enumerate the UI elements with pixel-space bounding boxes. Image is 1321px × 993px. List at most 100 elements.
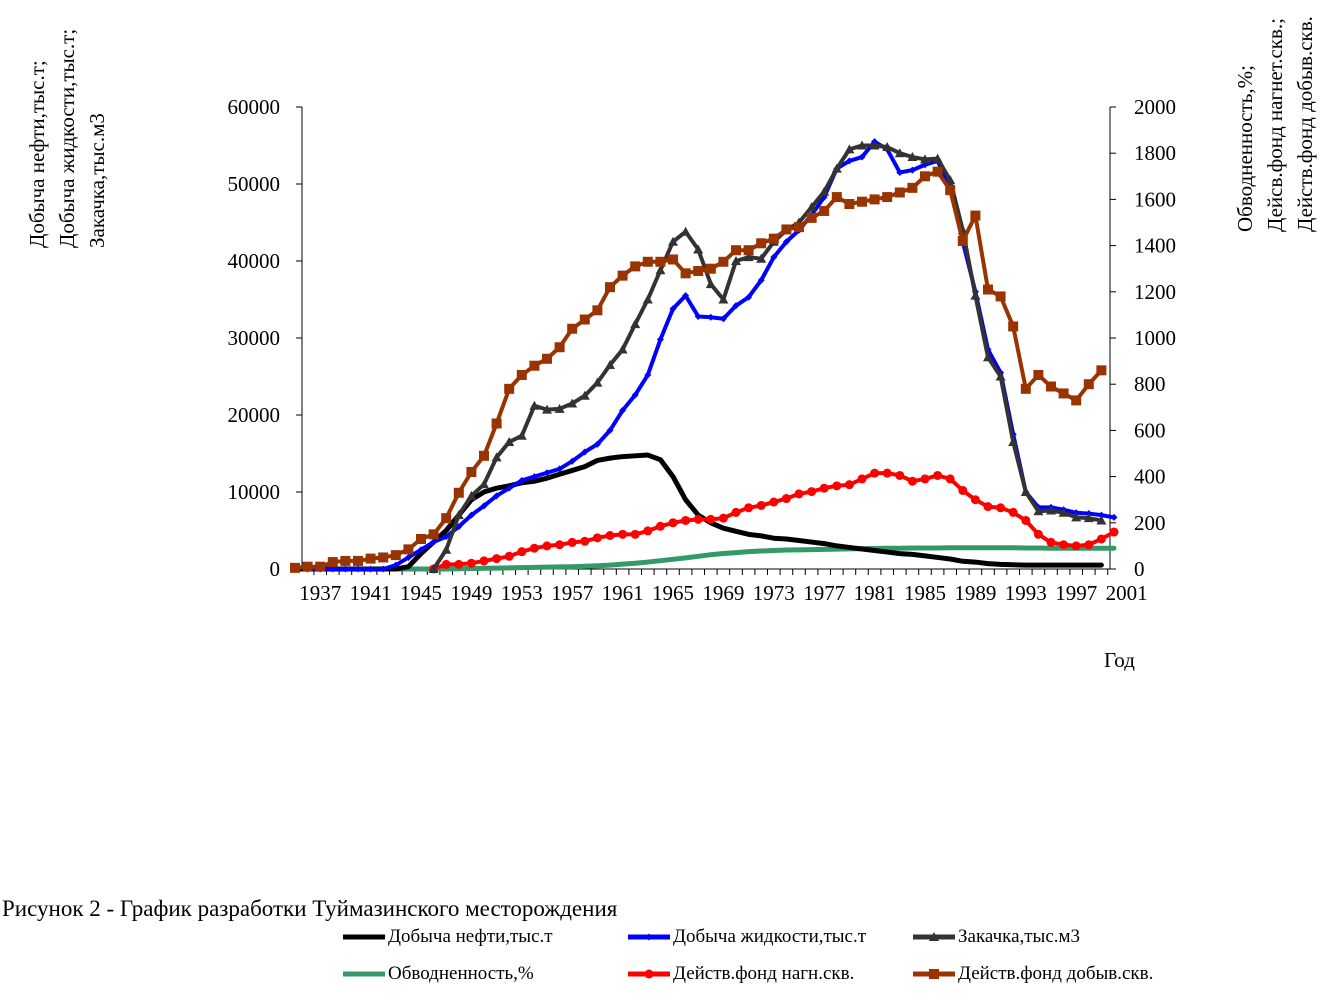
data-point bbox=[529, 543, 539, 553]
data-point bbox=[1083, 513, 1094, 523]
data-point bbox=[718, 294, 729, 304]
data-point bbox=[543, 469, 551, 477]
data-point bbox=[996, 503, 1006, 513]
y-tick-label-right: 800 bbox=[1134, 372, 1166, 396]
data-point bbox=[542, 404, 552, 414]
x-tick-label: 1953 bbox=[501, 581, 543, 605]
data-point bbox=[1109, 527, 1119, 537]
x-tick-label: 1945 bbox=[400, 581, 442, 605]
data-point bbox=[743, 252, 754, 262]
data-point bbox=[554, 342, 565, 353]
legend-swatch bbox=[628, 933, 670, 941]
legend-label: Добыча нефти,тыс.т bbox=[388, 926, 553, 947]
data-point bbox=[669, 305, 677, 313]
data-point bbox=[1071, 512, 1082, 522]
data-point bbox=[644, 371, 652, 379]
data-point bbox=[743, 245, 754, 256]
data-point bbox=[668, 254, 678, 265]
data-point bbox=[844, 199, 855, 210]
legend-marker bbox=[929, 932, 939, 941]
data-point bbox=[869, 140, 880, 150]
data-point bbox=[453, 487, 464, 498]
series-line bbox=[317, 545, 1117, 572]
data-point bbox=[417, 546, 425, 554]
y-tick-label-right: 0 bbox=[1134, 557, 1145, 581]
x-tick-label: 1973 bbox=[753, 581, 795, 605]
data-point bbox=[581, 448, 589, 456]
series-group bbox=[290, 138, 1119, 574]
data-point bbox=[480, 502, 488, 510]
data-point bbox=[454, 559, 464, 569]
data-point bbox=[983, 284, 993, 295]
data-point bbox=[995, 371, 1006, 381]
data-point bbox=[404, 553, 412, 561]
data-point bbox=[882, 192, 893, 203]
data-point bbox=[845, 157, 853, 165]
data-point bbox=[1058, 388, 1069, 399]
data-point bbox=[718, 256, 729, 267]
data-point bbox=[630, 529, 640, 539]
data-point bbox=[707, 313, 715, 321]
y-tick-label-right: 600 bbox=[1134, 418, 1166, 442]
data-point bbox=[731, 245, 741, 256]
x-axis-title: Год bbox=[1104, 648, 1135, 672]
data-point bbox=[516, 369, 527, 380]
data-point bbox=[983, 352, 993, 362]
y-axis-title-left-line: Добыча нефти,тыс.т; bbox=[25, 60, 49, 248]
data-point bbox=[680, 268, 691, 279]
data-point bbox=[416, 533, 426, 544]
series-5 bbox=[290, 166, 1107, 573]
legend-label: Добыча жидкости,тыс.т bbox=[673, 926, 867, 947]
series-2 bbox=[428, 140, 1107, 573]
y-tick-label-right: 400 bbox=[1134, 465, 1166, 489]
x-tick-label: 1985 bbox=[904, 581, 946, 605]
legend-item: Закачка,тыс.м3 bbox=[912, 926, 1081, 948]
legend-swatch bbox=[913, 932, 955, 941]
y-tick-label-right: 1400 bbox=[1134, 234, 1176, 258]
data-point bbox=[719, 315, 727, 323]
data-point bbox=[467, 511, 475, 519]
data-point bbox=[705, 263, 716, 274]
y-axis-title-left-line: Добыча жидкости,тыс.т; bbox=[55, 28, 79, 248]
legend-label: Обводненность,% bbox=[388, 963, 534, 984]
data-point bbox=[542, 541, 552, 551]
x-tick-label: 1981 bbox=[854, 581, 896, 605]
data-point bbox=[945, 185, 956, 196]
x-tick-label: 2001 bbox=[1106, 581, 1148, 605]
data-point bbox=[831, 163, 842, 173]
data-point bbox=[1020, 487, 1031, 496]
data-point bbox=[367, 565, 375, 573]
data-point bbox=[493, 492, 501, 500]
data-point bbox=[1033, 529, 1043, 539]
data-point bbox=[756, 253, 767, 263]
data-point bbox=[894, 148, 905, 158]
data-point bbox=[1008, 321, 1019, 332]
data-point bbox=[756, 500, 766, 510]
data-point bbox=[579, 390, 590, 400]
data-point bbox=[782, 238, 790, 246]
data-point bbox=[606, 426, 614, 434]
data-point bbox=[857, 196, 867, 207]
y-axis-title-right-line: Дейсв.фонд нагнет.скв.; bbox=[1263, 17, 1287, 232]
data-point bbox=[858, 153, 866, 161]
data-point bbox=[844, 480, 854, 490]
figure-caption: Рисунок 2 - График разработки Туймазинск… bbox=[2, 896, 618, 921]
data-point bbox=[718, 513, 728, 523]
data-point bbox=[1008, 436, 1019, 446]
data-point bbox=[768, 233, 779, 244]
data-point bbox=[970, 495, 980, 505]
data-point bbox=[568, 457, 576, 465]
data-point bbox=[806, 202, 817, 212]
data-point bbox=[1020, 383, 1031, 394]
data-point bbox=[857, 140, 867, 150]
data-point bbox=[618, 529, 628, 539]
data-point bbox=[556, 465, 564, 473]
data-point bbox=[453, 510, 464, 520]
data-point bbox=[807, 487, 817, 497]
y-tick-label-left: 30000 bbox=[228, 326, 281, 350]
data-point bbox=[1046, 381, 1056, 392]
axes: 0 10000 20000 30000 40000 50000 60000 0 200 400 60… bbox=[228, 95, 1177, 605]
data-point bbox=[340, 555, 351, 566]
x-tick-label: 1969 bbox=[702, 581, 744, 605]
data-point bbox=[580, 536, 590, 546]
